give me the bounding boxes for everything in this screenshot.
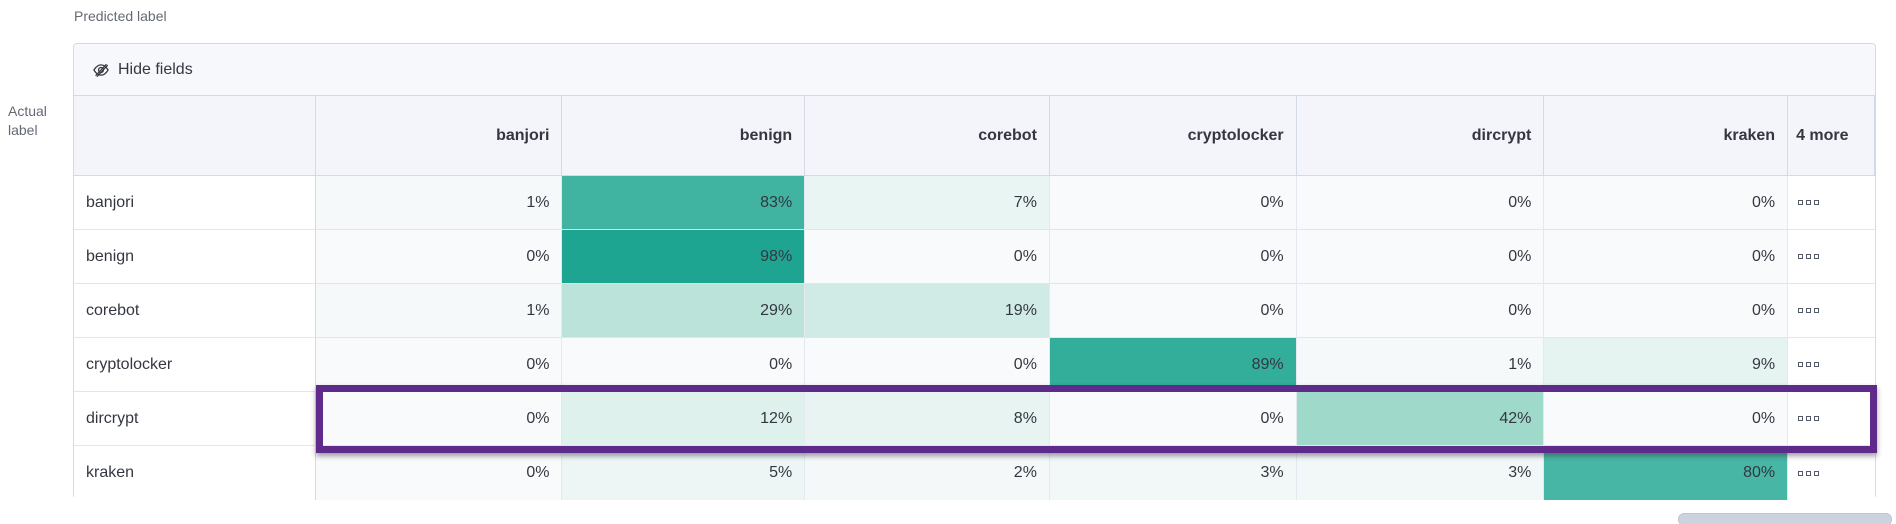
cell-cryptolocker-cryptolocker: 89% <box>1049 338 1297 392</box>
cell-corebot-kraken: 0% <box>1544 284 1789 338</box>
column-header-more[interactable]: 4 more <box>1788 96 1875 176</box>
header-row: banjori benign corebot cryptolocker dircrypt… <box>74 96 1875 176</box>
header-corner-cell <box>74 96 316 176</box>
cell-dircrypt-dircrypt: 42% <box>1296 392 1545 446</box>
cell-kraken-dircrypt: 3% <box>1296 446 1545 500</box>
row-more-button-corebot[interactable] <box>1788 284 1875 338</box>
column-header-dircrypt[interactable]: dircrypt <box>1296 96 1545 176</box>
cell-dircrypt-cryptolocker: 0% <box>1049 392 1297 446</box>
column-header-benign[interactable]: benign <box>562 96 806 176</box>
cell-benign-benign: 98% <box>562 230 806 284</box>
row-more-button-dircrypt[interactable] <box>1788 392 1875 446</box>
cell-banjori-cryptolocker: 0% <box>1049 176 1297 230</box>
cell-kraken-corebot: 2% <box>805 446 1050 500</box>
eye-closed-icon <box>92 61 110 79</box>
cell-kraken-banjori: 0% <box>315 446 563 500</box>
table-row-banjori: banjori 1% 83% 7% 0% 0% 0% <box>74 176 1875 230</box>
row-more-button-cryptolocker[interactable] <box>1788 338 1875 392</box>
row-label-corebot: corebot <box>74 284 316 338</box>
cell-corebot-cryptolocker: 0% <box>1049 284 1297 338</box>
actual-axis-label: Actual label <box>8 103 47 138</box>
row-label-dircrypt: dircrypt <box>74 392 316 446</box>
row-more-button-banjori[interactable] <box>1788 176 1875 230</box>
confusion-matrix-table: Hide fields banjori benign corebot cryptolo… <box>73 43 1877 500</box>
cell-corebot-corebot: 19% <box>805 284 1050 338</box>
cell-benign-kraken: 0% <box>1544 230 1789 284</box>
row-label-benign: benign <box>74 230 316 284</box>
predicted-axis-label: Predicted label <box>74 8 167 24</box>
cell-corebot-benign: 29% <box>562 284 806 338</box>
row-label-kraken: kraken <box>74 446 316 500</box>
hide-fields-label: Hide fields <box>118 60 193 78</box>
row-more-button-benign[interactable] <box>1788 230 1875 284</box>
cell-cryptolocker-kraken: 9% <box>1544 338 1789 392</box>
table-row-corebot: corebot 1% 29% 19% 0% 0% 0% <box>74 284 1875 338</box>
column-header-cryptolocker[interactable]: cryptolocker <box>1049 96 1297 176</box>
row-label-banjori: banjori <box>74 176 316 230</box>
horizontal-scrollbar-thumb[interactable] <box>1678 513 1892 524</box>
cell-banjori-benign: 83% <box>562 176 806 230</box>
cell-kraken-benign: 5% <box>562 446 806 500</box>
hide-fields-button[interactable]: Hide fields <box>86 57 199 83</box>
boxes-horizontal-icon <box>1798 470 1820 476</box>
cell-cryptolocker-banjori: 0% <box>315 338 563 392</box>
cell-kraken-kraken: 80% <box>1544 446 1789 500</box>
cell-kraken-cryptolocker: 3% <box>1049 446 1297 500</box>
boxes-horizontal-icon <box>1798 362 1820 367</box>
cell-dircrypt-corebot: 8% <box>805 392 1050 446</box>
boxes-horizontal-icon <box>1798 254 1820 259</box>
cell-corebot-dircrypt: 0% <box>1296 284 1545 338</box>
table-row-cryptolocker: cryptolocker 0% 0% 0% 89% 1% 9% <box>74 338 1875 392</box>
row-label-cryptolocker: cryptolocker <box>74 338 316 392</box>
table-row-benign: benign 0% 98% 0% 0% 0% 0% <box>74 230 1875 284</box>
cell-benign-corebot: 0% <box>805 230 1050 284</box>
table-body: banjori 1% 83% 7% 0% 0% 0% benign 0% 98% 0% 0% 0% 0% c… <box>74 176 1875 500</box>
cell-dircrypt-kraken: 0% <box>1544 392 1789 446</box>
cell-dircrypt-banjori: 0% <box>315 392 563 446</box>
boxes-horizontal-icon <box>1798 308 1820 313</box>
cell-banjori-dircrypt: 0% <box>1296 176 1545 230</box>
cell-banjori-corebot: 7% <box>805 176 1050 230</box>
cell-benign-cryptolocker: 0% <box>1049 230 1297 284</box>
table-row-dircrypt: dircrypt 0% 12% 8% 0% 42% 0% <box>74 392 1875 446</box>
column-header-corebot[interactable]: corebot <box>805 96 1050 176</box>
boxes-horizontal-icon <box>1798 200 1820 205</box>
cell-cryptolocker-dircrypt: 1% <box>1296 338 1545 392</box>
cell-benign-banjori: 0% <box>315 230 563 284</box>
boxes-horizontal-icon <box>1798 416 1820 421</box>
cell-cryptolocker-benign: 0% <box>562 338 806 392</box>
cell-cryptolocker-corebot: 0% <box>805 338 1050 392</box>
column-header-banjori[interactable]: banjori <box>315 96 563 176</box>
cell-dircrypt-benign: 12% <box>562 392 806 446</box>
row-more-button-kraken[interactable] <box>1788 446 1875 500</box>
column-header-kraken[interactable]: kraken <box>1544 96 1789 176</box>
cell-corebot-banjori: 1% <box>315 284 563 338</box>
table-toolbar: Hide fields <box>74 44 1875 96</box>
cell-banjori-kraken: 0% <box>1544 176 1789 230</box>
table-row-kraken: kraken 0% 5% 2% 3% 3% 80% <box>74 446 1875 500</box>
cell-banjori-banjori: 1% <box>315 176 563 230</box>
cell-benign-dircrypt: 0% <box>1296 230 1545 284</box>
